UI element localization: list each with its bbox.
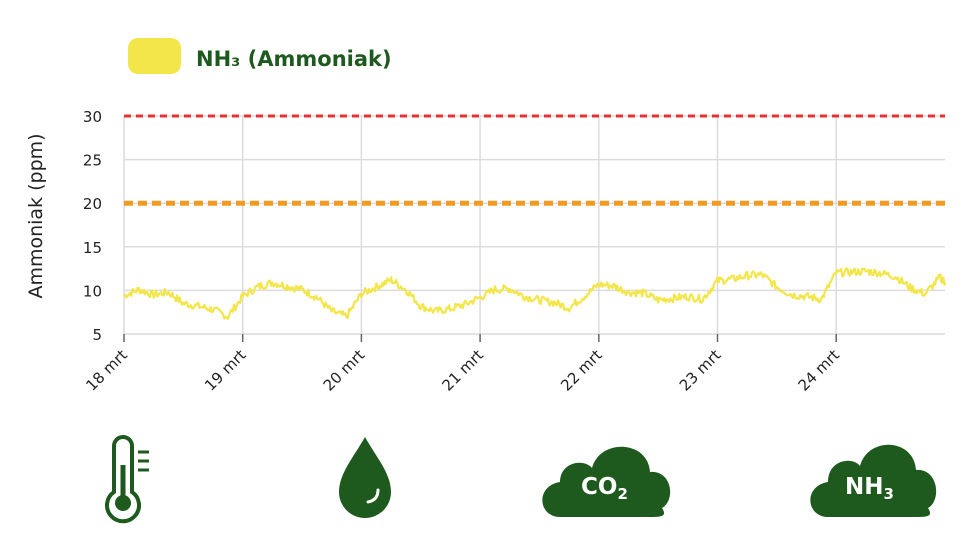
x-tick-label: 20 mrt	[320, 346, 369, 395]
legend: NH₃ (Ammoniak)	[128, 38, 392, 74]
legend-swatch	[128, 38, 181, 74]
x-tick-label: 19 mrt	[201, 346, 250, 395]
humidity-drop-icon	[339, 437, 391, 518]
legend-label: NH₃ (Ammoniak)	[196, 47, 392, 71]
y-tick-label: 20	[83, 195, 102, 213]
series	[123, 267, 947, 320]
y-tick-label: 30	[83, 108, 102, 126]
y-axis-label: Ammoniak (ppm)	[25, 133, 47, 298]
y-ticks: 5 10 15 20 25 30	[83, 108, 102, 344]
nh3-label: NH3	[845, 474, 894, 503]
reference-lines	[124, 114, 945, 206]
series-line-nh3	[123, 267, 947, 320]
y-tick-label: 10	[83, 282, 102, 300]
co2-cloud-icon: CO2	[542, 446, 671, 517]
thermometer-icon	[105, 435, 149, 524]
y-tick-label: 5	[92, 326, 102, 344]
y-tick-label: 25	[83, 152, 102, 170]
x-tick-label: 24 mrt	[795, 346, 844, 395]
x-ticks: 18 mrt 19 mrt 20 mrt 21 mrt 22 mrt 23 mrt 24 m…	[82, 346, 843, 395]
nh3-cloud-icon: NH3	[810, 444, 937, 517]
y-tick-label: 15	[83, 239, 102, 257]
x-tick-label: 21 mrt	[438, 346, 487, 395]
co2-label: CO2	[581, 474, 628, 503]
grid	[123, 115, 945, 342]
x-tick-label: 22 mrt	[557, 346, 606, 395]
x-tick-label: 23 mrt	[676, 346, 725, 395]
x-tick-label: 18 mrt	[82, 346, 131, 395]
